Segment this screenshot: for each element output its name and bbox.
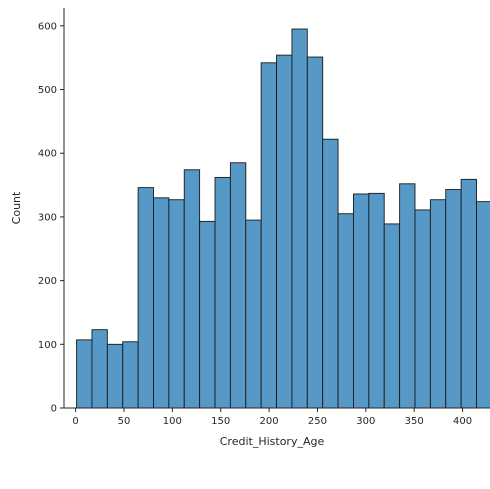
histogram-bar <box>399 183 416 409</box>
histogram-bar <box>245 219 262 409</box>
y-tick-label: 300 <box>38 212 57 223</box>
histogram-bar <box>353 193 370 409</box>
histogram-bar <box>91 329 108 409</box>
y-tick-label: 400 <box>38 149 57 160</box>
x-tick-label: 100 <box>163 416 182 427</box>
histogram-bar <box>337 213 354 409</box>
histogram-bar <box>122 341 139 409</box>
y-tick-label: 500 <box>38 85 57 96</box>
histogram-bar <box>291 28 308 409</box>
x-tick-label: 0 <box>72 416 78 427</box>
histogram-bar <box>214 176 231 409</box>
histogram-bar <box>368 192 385 409</box>
histogram-bar <box>260 62 277 409</box>
bars-group <box>76 28 490 409</box>
y-axis-label: Count <box>10 191 23 224</box>
x-tick-label: 150 <box>211 416 230 427</box>
x-axis-label: Credit_History_Age <box>220 435 325 448</box>
x-tick-label: 200 <box>260 416 279 427</box>
x-tick-label: 350 <box>405 416 424 427</box>
histogram-bar <box>383 223 401 409</box>
histogram-bar <box>322 138 339 409</box>
axes-group: 0 50 100 150 200 250 300 350 400 0 100 200 300 400 500… <box>38 8 480 427</box>
histogram-bar <box>229 162 247 409</box>
y-tick-label: 200 <box>38 276 57 287</box>
histogram-bar <box>445 189 462 409</box>
histogram-bar <box>183 169 201 409</box>
histogram-bar <box>276 54 293 409</box>
y-tick-label: 600 <box>38 21 57 32</box>
x-tick-label: 400 <box>453 416 472 427</box>
x-tick-label: 300 <box>356 416 375 427</box>
histogram-bar <box>199 220 216 409</box>
histogram-bar <box>168 199 185 409</box>
histogram-bar <box>106 343 124 409</box>
histogram-bar <box>429 199 447 409</box>
x-tick-label: 50 <box>118 416 131 427</box>
x-tick-label: 250 <box>308 416 327 427</box>
y-tick-label: 0 <box>51 404 57 415</box>
histogram-bar <box>137 187 154 409</box>
y-tick-label: 100 <box>38 340 57 351</box>
histogram-bar <box>460 178 477 409</box>
histogram-bar <box>153 197 170 409</box>
histogram-bar <box>414 209 431 409</box>
histogram-bar <box>76 339 93 409</box>
histogram-bar <box>476 201 490 409</box>
histogram-bar <box>306 56 324 409</box>
